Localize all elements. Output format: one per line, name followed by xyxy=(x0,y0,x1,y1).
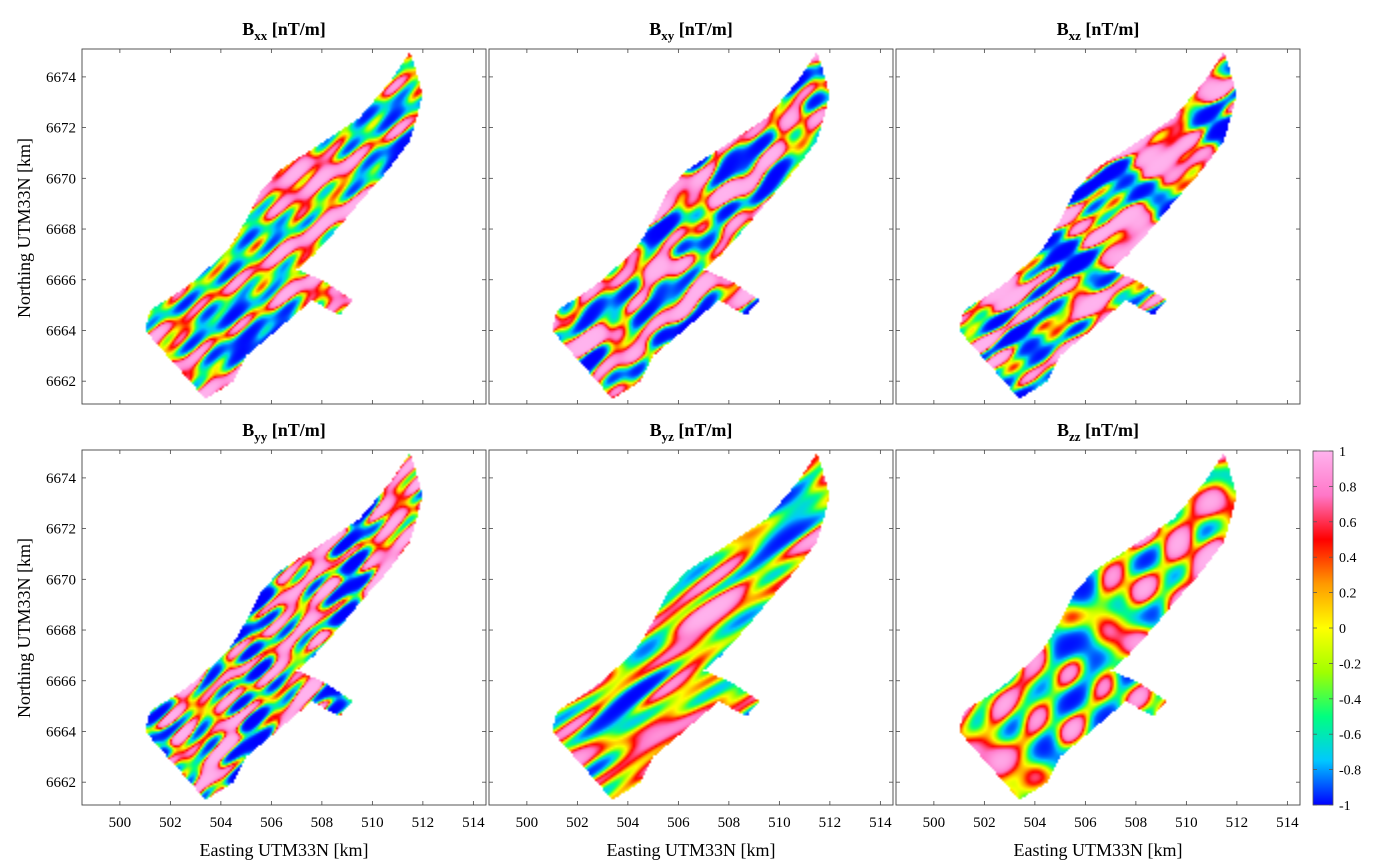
y-axis-label-top: Northing UTM33N [km] xyxy=(14,138,34,318)
x-tick-label: 502 xyxy=(566,815,589,831)
x-tick-label: 510 xyxy=(361,815,384,831)
x-tick-label: 512 xyxy=(819,815,842,831)
colorbar-tick-label: -0.6 xyxy=(1339,728,1361,743)
panel-title-byy: Byy [nT/m] xyxy=(242,420,326,444)
y-tick-label: 6664 xyxy=(46,724,77,740)
x-axis-label-right: Easting UTM33N [km] xyxy=(1014,840,1183,860)
x-tick-label: 508 xyxy=(718,815,741,831)
panel-title-bxx: Bxx [nT/m] xyxy=(242,19,326,43)
colorbar-tick-label: 0.8 xyxy=(1339,480,1357,495)
axes-frame-bxz xyxy=(895,48,1301,405)
x-tick-label: 510 xyxy=(768,815,791,831)
x-tick-label: 514 xyxy=(462,815,485,831)
colorbar-tick-label: 0 xyxy=(1339,622,1346,637)
x-tick-label: 512 xyxy=(412,815,435,831)
y-tick-label: 6670 xyxy=(46,171,76,187)
field-raster-bxz xyxy=(896,49,1300,404)
y-tick-label: 6668 xyxy=(46,623,76,639)
panel-title-bxy: Bxy [nT/m] xyxy=(649,19,733,43)
x-axis-label-middle: Easting UTM33N [km] xyxy=(607,840,776,860)
axes-frame-byy xyxy=(81,449,487,806)
y-tick-label: 6674 xyxy=(46,70,77,86)
panel-bzz: 500 502 504 506 508 510 512 514 Bzz [nT/m] xyxy=(895,420,1301,831)
colorbar: 1 0.8 0.6 0.4 0.2 0 -0.2 -0.4 -0.6 -0.8 -1 xyxy=(1312,445,1361,814)
axes-frame-bxx xyxy=(81,48,487,405)
x-tick-label: 500 xyxy=(516,815,539,831)
panel-bxy: Bxy [nT/m] xyxy=(488,19,894,405)
y-tick-label: 6666 xyxy=(46,674,77,690)
x-tick-label: 512 xyxy=(1226,815,1249,831)
y-tick-label: 6664 xyxy=(46,323,77,339)
field-raster-bxx xyxy=(82,49,486,404)
y-tick-label: 6674 xyxy=(46,471,77,487)
colorbar-tick-label: -1 xyxy=(1339,799,1351,814)
panel-byz: 500 502 504 506 508 510 512 514 Byz [nT/m] xyxy=(488,420,894,831)
x-tick-label: 506 xyxy=(1074,815,1097,831)
y-tick-label: 6668 xyxy=(46,222,76,238)
colorbar-tick-label: -0.2 xyxy=(1339,657,1361,672)
x-tick-label: 510 xyxy=(1175,815,1198,831)
colorbar-tick-label: 1 xyxy=(1339,445,1346,460)
y-tick-label: 6662 xyxy=(46,775,76,791)
axes-frame-bzz xyxy=(895,449,1301,806)
y-tick-label: 6670 xyxy=(46,572,76,588)
panel-title-bxz: Bxz [nT/m] xyxy=(1057,19,1140,43)
x-axis-label-left: Easting UTM33N [km] xyxy=(200,840,369,860)
x-tick-label: 506 xyxy=(667,815,690,831)
field-raster-byy xyxy=(82,450,486,805)
x-tick-label: 504 xyxy=(617,815,640,831)
x-tick-label: 504 xyxy=(1024,815,1047,831)
x-tick-label: 514 xyxy=(869,815,892,831)
colorbar-ticks: 1 0.8 0.6 0.4 0.2 0 -0.2 -0.4 -0.6 -0.8 -1 xyxy=(1313,445,1361,814)
x-tick-label: 514 xyxy=(1276,815,1299,831)
colorbar-tick-label: -0.4 xyxy=(1339,693,1361,708)
y-axis-label-bottom: Northing UTM33N [km] xyxy=(14,538,34,718)
x-tick-label: 508 xyxy=(311,815,334,831)
x-tick-label: 504 xyxy=(210,815,233,831)
panel-grid: 6662 6664 6666 6668 6670 6672 6674 Bxx [nT/m] Bx… xyxy=(46,19,1301,831)
panel-bxz: Bxz [nT/m] xyxy=(895,19,1301,405)
panel-title-byz: Byz [nT/m] xyxy=(650,420,733,444)
colorbar-tick-label: 0.4 xyxy=(1339,551,1357,566)
field-raster-byz xyxy=(489,450,893,805)
y-tick-label: 6666 xyxy=(46,273,77,289)
x-tick-label: 502 xyxy=(973,815,996,831)
axes-frame-bxy xyxy=(488,48,894,405)
x-tick-label: 502 xyxy=(159,815,182,831)
panel-bxx: 6662 6664 6666 6668 6670 6672 6674 Bxx [nT/m] xyxy=(46,19,487,405)
colorbar-tick-label: -0.8 xyxy=(1339,764,1361,779)
field-raster-bzz xyxy=(896,450,1300,805)
y-tick-label: 6672 xyxy=(46,121,76,137)
x-tick-label: 500 xyxy=(109,815,132,831)
x-tick-label: 506 xyxy=(260,815,283,831)
colorbar-tick-label: 0.2 xyxy=(1339,587,1357,602)
x-tick-label: 508 xyxy=(1125,815,1148,831)
y-tick-label: 6662 xyxy=(46,374,76,390)
x-tick-label: 500 xyxy=(923,815,946,831)
colorbar-tick-label: 0.6 xyxy=(1339,516,1357,531)
field-raster-bxy xyxy=(489,49,893,404)
axes-frame-byz xyxy=(488,449,894,806)
panel-title-bzz: Bzz [nT/m] xyxy=(1057,420,1139,444)
panel-byy: 500 502 504 506 508 510 512 514 6662 6664 6666 6668… xyxy=(46,420,487,831)
y-tick-label: 6672 xyxy=(46,522,76,538)
